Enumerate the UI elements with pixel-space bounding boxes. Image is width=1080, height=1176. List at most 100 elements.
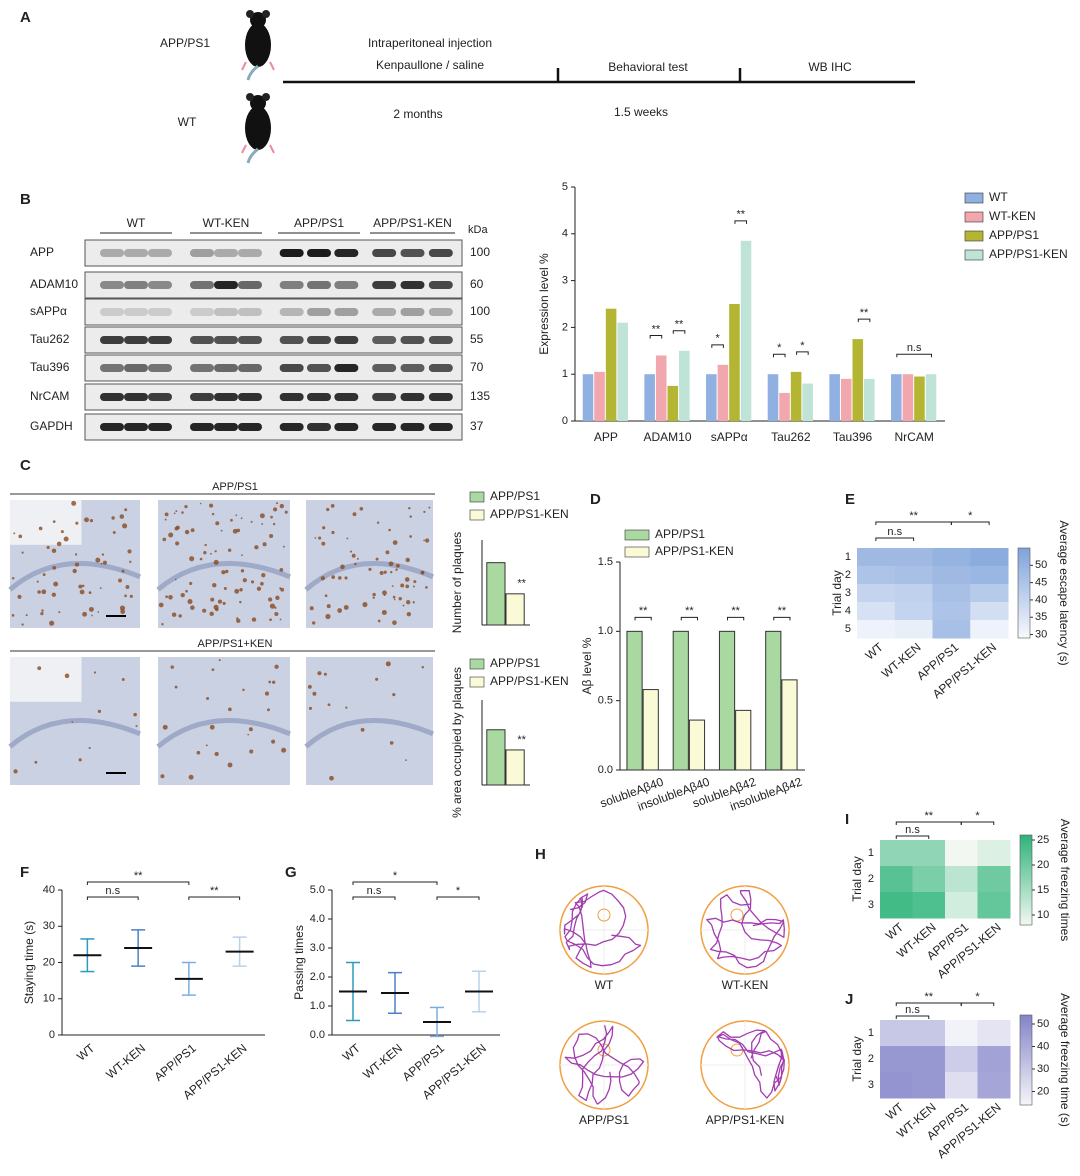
stain-dot (21, 551, 24, 554)
blot-band (124, 308, 148, 316)
significance-bracket (680, 616, 698, 621)
blot-band (238, 364, 262, 372)
stain-dot (174, 685, 178, 689)
significance-label: n.s (905, 824, 920, 836)
legend-label: APP/PS1-KEN (490, 674, 569, 688)
y-axis-label: Trial day (830, 570, 844, 616)
bar (644, 374, 655, 421)
legend-swatch (469, 509, 485, 521)
x-tick-label: NrCAM (895, 430, 934, 444)
background (10, 500, 82, 545)
blot-group-label: APP/PS1-KEN (373, 216, 452, 230)
bar (902, 374, 914, 421)
stain-dot (129, 560, 132, 563)
stain-dot (72, 568, 77, 574)
heatmap-cell (977, 1072, 1011, 1099)
heatmap-cell (880, 866, 913, 893)
blot-band (124, 336, 148, 344)
stain-dot (162, 724, 168, 730)
stain-dot (89, 518, 94, 523)
heatmap-cell (932, 620, 971, 639)
stain-dot (112, 531, 116, 534)
heatmap-cell (970, 602, 1009, 621)
stain-dot (215, 607, 219, 612)
significance-label: n.s (367, 885, 382, 897)
stain-dot (259, 513, 265, 519)
stain-dot (360, 727, 365, 732)
tissue-layer (156, 718, 291, 749)
stain-dot (187, 598, 193, 605)
stain-dot (428, 506, 431, 509)
blot-band (279, 249, 304, 257)
blot-band (400, 393, 425, 401)
blot-band (148, 249, 172, 257)
colorbar-tick-label: 10 (1037, 909, 1049, 921)
blot-band (100, 281, 124, 289)
blot-band (428, 308, 453, 316)
stain-dot (268, 680, 272, 684)
significance-label: ** (860, 307, 869, 319)
stain-dot (241, 554, 243, 557)
stain-dot (84, 517, 89, 523)
blot-band (307, 249, 331, 257)
stain-dot (18, 534, 23, 539)
heatmap-cell (945, 840, 978, 867)
stain-dot (240, 517, 243, 520)
stain-dot (362, 601, 368, 608)
stain-dot (102, 560, 107, 565)
step-duration: 2 months (393, 107, 442, 121)
stain-dot (78, 584, 83, 589)
stain-dot (97, 611, 100, 613)
stain-dot (189, 581, 193, 586)
y-axis-label: Trial day (850, 1036, 864, 1082)
legend-swatch (964, 249, 984, 261)
significance-label: * (393, 870, 398, 882)
significance-bracket (188, 896, 241, 900)
bar (729, 304, 740, 421)
blot-band (238, 393, 262, 401)
stain-dot (79, 589, 85, 595)
blot-band (307, 281, 331, 289)
blot-band (372, 249, 397, 257)
stain-dot (46, 545, 50, 550)
significance-label: * (975, 810, 980, 822)
y-tick-label: 10 (43, 993, 55, 1005)
heatmap-cell (894, 584, 933, 603)
significance-label: * (456, 885, 461, 897)
stain-dot (223, 586, 227, 590)
heatmap-cell (912, 892, 946, 919)
blot-band (372, 423, 397, 431)
stain-dot (232, 528, 238, 534)
x-tick-label: WT-KEN (103, 1041, 148, 1082)
blot-band (400, 364, 425, 372)
bar (617, 322, 628, 421)
heatmap-cell (945, 1046, 978, 1073)
histology-image (156, 657, 291, 785)
blot-band (307, 308, 331, 316)
stain-dot (37, 666, 42, 671)
y-tick-label: 3 (868, 1079, 874, 1091)
blot-band (100, 423, 124, 431)
bar (655, 355, 667, 421)
stain-dot (168, 595, 173, 600)
stain-dot (352, 512, 357, 517)
significance-label: n.s (105, 885, 120, 897)
stain-dot (56, 541, 62, 547)
stain-dot (327, 703, 331, 707)
stain-dot (396, 563, 400, 568)
heatmap-cell (857, 584, 896, 603)
heatmap-cell (880, 840, 913, 867)
blot-band (214, 393, 238, 401)
stain-dot (272, 522, 276, 526)
stain-dot (11, 614, 15, 617)
swim-path (716, 1029, 785, 1099)
stain-dot (388, 528, 391, 532)
stain-dot (225, 569, 229, 574)
blot-band (190, 423, 214, 431)
significance-bracket (875, 521, 952, 525)
heatmap-cell (970, 584, 1009, 603)
colorbar-tick-label: 50 (1035, 559, 1047, 571)
significance-label: ** (652, 323, 661, 335)
stain-dot (269, 618, 272, 622)
stain-dot (222, 601, 226, 605)
